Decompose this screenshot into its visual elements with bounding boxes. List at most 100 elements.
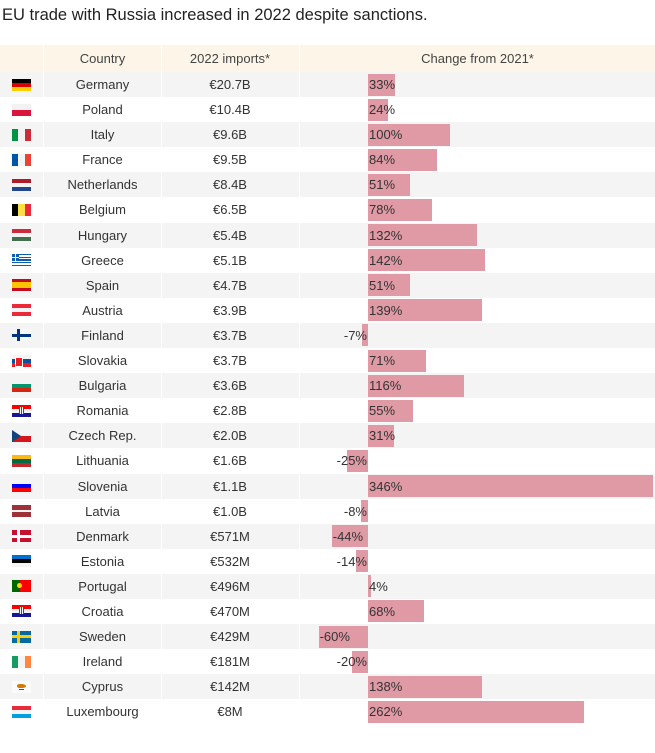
flag-icon	[12, 153, 31, 166]
flag-icon	[12, 379, 31, 392]
change-label: -7%	[343, 327, 367, 343]
table-row: Italy €9.6B 100%	[0, 122, 655, 148]
country-label: Italy	[90, 127, 115, 143]
change-bar	[356, 550, 368, 573]
imports-value: €181M	[210, 654, 250, 670]
flag-icon	[12, 354, 31, 367]
flag-icon	[12, 329, 31, 342]
table-row: Denmark €571M -44%	[0, 523, 655, 549]
table-row: Cyprus €142M 138%	[0, 674, 655, 700]
country-label: Austria	[82, 302, 123, 318]
flag-icon	[12, 128, 31, 141]
change-label: 116%	[369, 378, 402, 394]
country-label: Slovenia	[77, 478, 128, 494]
country-label: Belgium	[79, 202, 126, 218]
change-label: 84%	[369, 152, 396, 168]
change-label: 31%	[369, 428, 396, 444]
imports-value: €5.4B	[213, 227, 247, 243]
flag-icon	[12, 103, 31, 116]
change-label: -25%	[336, 453, 367, 469]
country-label: Greece	[81, 252, 124, 268]
flag-icon	[12, 404, 31, 417]
table-row: Belgium €6.5B 78%	[0, 197, 655, 223]
country-label: Netherlands	[67, 177, 138, 193]
imports-value: €9.6B	[213, 127, 247, 143]
change-bar	[318, 625, 368, 648]
change-bar	[368, 600, 424, 623]
imports-value: €532M	[210, 553, 250, 569]
change-label: 51%	[369, 277, 396, 293]
country-label: Poland	[82, 102, 123, 118]
change-label: -60%	[319, 629, 350, 645]
country-label: Estonia	[80, 553, 125, 569]
change-label: 4%	[369, 578, 388, 594]
change-label: 138%	[369, 679, 403, 695]
country-label: Croatia	[81, 603, 124, 619]
change-bar	[368, 349, 427, 372]
change-bar	[368, 700, 584, 723]
table-row: Luxembourg €8M 262%	[0, 699, 655, 725]
country-label: Slovakia	[77, 353, 128, 369]
change-bar	[368, 299, 483, 322]
imports-value: €8.4B	[213, 177, 247, 193]
table-header: Country 2022 imports* Change from 2021*	[0, 45, 655, 72]
flag-icon	[12, 203, 31, 216]
imports-value: €429M	[210, 629, 250, 645]
change-label: 100%	[369, 127, 403, 143]
table-row: Sweden €429M -60%	[0, 624, 655, 650]
change-label: -8%	[343, 503, 367, 519]
change-label: -14%	[336, 553, 367, 569]
change-bar	[368, 575, 372, 598]
change-bar	[368, 475, 653, 497]
imports-value: €3.6B	[213, 378, 247, 394]
flag-icon	[12, 254, 31, 267]
flag-icon	[12, 605, 31, 618]
flag-icon	[12, 630, 31, 643]
imports-value: €4.7B	[213, 277, 247, 293]
table-row: Spain €4.7B 51%	[0, 272, 655, 298]
table-row: Poland €10.4B 24%	[0, 97, 655, 123]
imports-value: €1.6B	[213, 453, 247, 469]
change-bar	[351, 650, 368, 673]
imports-value: €5.1B	[213, 252, 247, 268]
country-label: Denmark	[76, 528, 129, 544]
country-label: Finland	[81, 327, 124, 343]
flag-icon	[12, 279, 31, 292]
change-label: 71%	[369, 353, 396, 369]
change-bar	[368, 123, 451, 146]
header-change: Change from 2021*	[421, 51, 534, 66]
country-label: Cyprus	[81, 679, 124, 695]
imports-value: €9.5B	[213, 152, 247, 168]
change-label: 262%	[369, 704, 403, 720]
column-divider	[161, 45, 162, 726]
table-row: Slovakia €3.7B 71%	[0, 348, 655, 374]
change-label: -20%	[336, 654, 367, 670]
table-row: Greece €5.1B 142%	[0, 247, 655, 273]
table-row: Bulgaria €3.6B 116%	[0, 373, 655, 399]
change-bar	[368, 249, 485, 272]
imports-value: €1.1B	[213, 478, 247, 494]
table-row: Estonia €532M -14%	[0, 548, 655, 574]
country-label: Ireland	[82, 654, 123, 670]
table-row: Latvia €1.0B -8%	[0, 498, 655, 524]
imports-value: €1.0B	[213, 503, 247, 519]
flag-icon	[12, 454, 31, 467]
country-label: France	[82, 152, 123, 168]
change-bar	[368, 399, 414, 422]
change-bar	[368, 675, 482, 698]
country-label: Romania	[76, 403, 129, 419]
flag-icon	[12, 505, 31, 518]
flag-icon	[12, 555, 31, 568]
table-row: Romania €2.8B 55%	[0, 398, 655, 424]
change-label: 55%	[369, 403, 396, 419]
imports-value: €496M	[210, 578, 250, 594]
table-row: Croatia €470M 68%	[0, 598, 655, 625]
change-label: 142%	[369, 252, 403, 268]
country-label: Bulgaria	[78, 378, 127, 394]
imports-value: €470M	[210, 603, 250, 619]
country-label: Czech Rep.	[68, 428, 137, 444]
column-divider	[43, 45, 44, 726]
change-bar	[368, 424, 394, 447]
change-bar	[368, 148, 438, 171]
flag-icon	[12, 78, 31, 91]
